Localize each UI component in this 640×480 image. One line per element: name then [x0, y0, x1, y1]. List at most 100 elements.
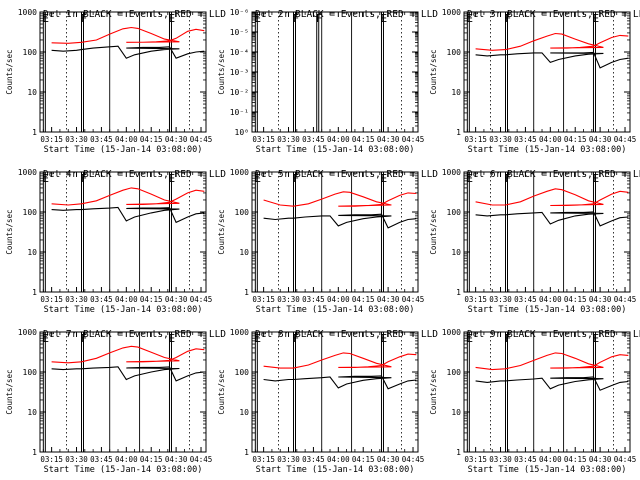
y-tick-label: 10	[27, 88, 37, 97]
x-axis-label: Start Time (15-Jan-14 03:08:00)	[468, 145, 627, 155]
y-tick-label: 100	[447, 48, 462, 57]
y-tick-label: 1000	[442, 328, 461, 337]
event-marker-label: E	[42, 12, 49, 25]
event-marker-label: E	[42, 332, 49, 345]
x-tick-label: 04:15	[140, 295, 163, 304]
x-tick-label: 03:30	[277, 135, 300, 144]
y-tick-label: 100	[447, 208, 462, 217]
x-tick-label: 04:45	[402, 455, 425, 464]
event-marker-label: E	[466, 172, 473, 185]
x-axis-label: Start Time (15-Jan-14 03:08:00)	[44, 465, 203, 475]
y-axis-label: Counts/sec	[5, 209, 14, 254]
event-marker-label: F	[505, 332, 512, 345]
event-marker-label: E	[592, 12, 599, 25]
plot-frame	[39, 171, 207, 293]
y-tick-label: 1	[456, 128, 461, 137]
x-axis-label: Start Time (15-Jan-14 03:08:00)	[468, 465, 627, 475]
y-tick-label: 10⁻¹	[230, 108, 249, 117]
y-tick-label: 100	[235, 208, 250, 217]
x-tick-label: 04:30	[589, 295, 612, 304]
y-tick-label: 1000	[230, 168, 249, 177]
y-tick-label: 1	[32, 128, 37, 137]
x-axis-label: Start Time (15-Jan-14 03:08:00)	[256, 305, 415, 315]
x-tick-label: 03:30	[277, 295, 300, 304]
x-tick-label: 04:00	[539, 295, 562, 304]
x-tick-label: 04:00	[539, 455, 562, 464]
detector-panel: Det 9r BLACK = Events, RED = LLD Counts/s…	[429, 328, 640, 475]
x-tick-label: 03:30	[489, 455, 512, 464]
x-axis-label: Start Time (15-Jan-14 03:08:00)	[256, 465, 415, 475]
x-tick-label: 03:45	[514, 455, 537, 464]
event-marker-label: E	[168, 172, 175, 185]
x-tick-label: 04:30	[165, 135, 188, 144]
x-tick-label: 03:30	[65, 295, 88, 304]
event-marker-label: E	[592, 172, 599, 185]
lld-rate-line	[263, 191, 417, 207]
y-tick-label: 10⁻³	[230, 68, 249, 77]
x-tick-label: 03:30	[277, 455, 300, 464]
y-tick-label: 1000	[18, 168, 37, 177]
x-tick-label: 04:45	[402, 295, 425, 304]
event-marker-label: F	[505, 172, 512, 185]
events-rate-line	[475, 51, 629, 69]
lld-rate-line	[475, 32, 629, 51]
x-tick-label: 03:45	[90, 295, 113, 304]
x-tick-label: 04:15	[564, 295, 587, 304]
x-tick-label: 03:15	[252, 295, 275, 304]
y-tick-label: 10⁻⁶	[230, 8, 249, 17]
detector-panel: Det 2r BLACK = Events, RED = LLDCounts/s…	[217, 8, 438, 155]
y-tick-label: 100	[23, 368, 38, 377]
y-tick-label: 10	[27, 248, 37, 257]
event-marker-label: E	[466, 12, 473, 25]
x-tick-label: 04:30	[377, 135, 400, 144]
events-rate-line	[263, 213, 417, 229]
y-tick-label: 1000	[442, 8, 461, 17]
y-axis-label: Counts/sec	[217, 369, 226, 414]
panel-title: Det 3r BLACK = Events, RED = LLD	[467, 9, 640, 20]
lld-rate-line	[263, 352, 417, 369]
event-marker-label: F	[293, 332, 300, 345]
y-tick-label: 1	[244, 448, 249, 457]
y-tick-label: 10	[239, 248, 249, 257]
x-tick-label: 04:15	[140, 135, 163, 144]
x-tick-label: 04:00	[115, 135, 138, 144]
x-tick-label: 04:15	[352, 455, 375, 464]
event-marker-label: E	[254, 172, 261, 185]
event-marker-label: E	[254, 12, 261, 25]
event-marker-label: E	[380, 12, 387, 25]
y-axis-label: Counts/sec	[429, 209, 438, 254]
x-tick-label: 04:00	[327, 295, 350, 304]
y-tick-label: 1	[32, 288, 37, 297]
y-tick-label: 1	[244, 288, 249, 297]
x-tick-label: 04:45	[190, 135, 213, 144]
event-marker-label: F	[293, 12, 300, 25]
y-tick-label: 100	[447, 368, 462, 377]
x-tick-label: 04:45	[190, 295, 213, 304]
y-tick-label: 100	[23, 48, 38, 57]
x-tick-label: 03:45	[90, 135, 113, 144]
x-tick-label: 03:15	[40, 135, 63, 144]
x-axis-label: Start Time (15-Jan-14 03:08:00)	[44, 305, 203, 315]
event-marker-label: E	[254, 332, 261, 345]
x-tick-label: 04:30	[377, 455, 400, 464]
y-tick-label: 10⁻²	[230, 88, 249, 97]
plot-frame	[39, 331, 207, 453]
event-marker-label: F	[81, 332, 88, 345]
event-marker-label: F	[81, 172, 88, 185]
y-tick-label: 100	[235, 368, 250, 377]
event-marker-label: E	[168, 12, 175, 25]
x-tick-label: 04:00	[327, 455, 350, 464]
x-tick-label: 03:45	[302, 135, 325, 144]
x-tick-label: 03:45	[302, 455, 325, 464]
event-marker-label: E	[380, 172, 387, 185]
y-tick-label: 10	[451, 248, 461, 257]
event-marker-label: E	[42, 172, 49, 185]
event-marker-label: E	[466, 332, 473, 345]
y-tick-label: 10⁰	[235, 128, 249, 137]
plot-frame	[251, 11, 419, 133]
detector-panel: Det 6r BLACK = Events, RED = LLD Counts/s…	[429, 168, 640, 315]
y-tick-label: 10⁻⁴	[230, 48, 249, 57]
y-tick-label: 1	[32, 448, 37, 457]
x-tick-label: 04:15	[352, 135, 375, 144]
x-tick-label: 03:15	[464, 455, 487, 464]
